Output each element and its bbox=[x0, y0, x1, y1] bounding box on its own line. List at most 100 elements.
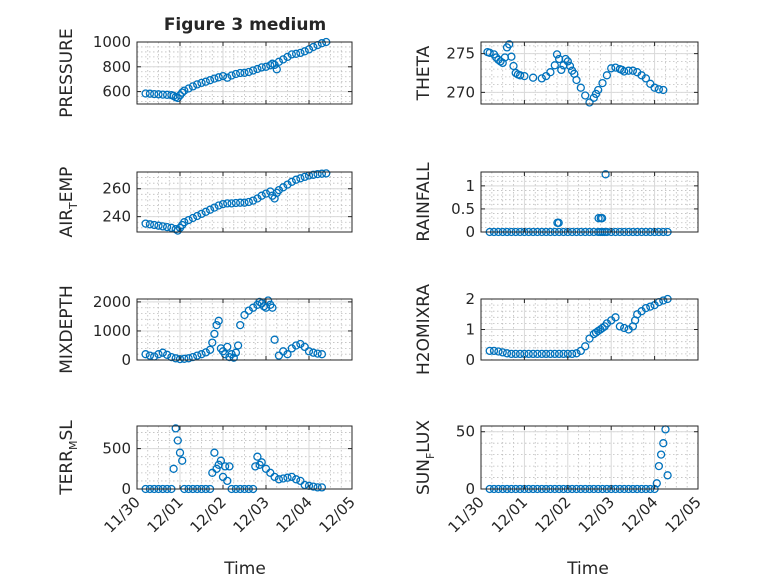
subplot-mixdepth: 0 1000 2000 MIXDEPTH bbox=[57, 285, 353, 374]
data-point bbox=[227, 71, 236, 80]
data-point bbox=[244, 197, 253, 207]
data-point bbox=[581, 91, 590, 100]
data-point bbox=[171, 225, 180, 234]
ylabel-part: AIR bbox=[57, 209, 77, 238]
data-point bbox=[210, 329, 219, 339]
data-point bbox=[180, 218, 189, 227]
data-point bbox=[180, 86, 189, 95]
data-point bbox=[184, 84, 193, 93]
data-point bbox=[184, 354, 193, 363]
data-point bbox=[485, 346, 494, 356]
data-point bbox=[169, 464, 178, 473]
x-tick-label: 12/05 bbox=[316, 493, 359, 536]
data-point bbox=[145, 220, 155, 229]
data-point bbox=[193, 211, 202, 221]
data-point bbox=[210, 74, 219, 83]
data-point bbox=[309, 482, 318, 491]
data-point bbox=[524, 349, 533, 359]
data-point bbox=[287, 472, 296, 482]
x-tick-label: 12/05 bbox=[662, 493, 705, 536]
y-tick-label: 2000 bbox=[93, 293, 131, 311]
data-point bbox=[229, 353, 238, 362]
subplot-air-temp: 240 260 AIRTEMP bbox=[57, 167, 353, 238]
data-point bbox=[216, 456, 226, 465]
data-point bbox=[528, 349, 538, 359]
data-point bbox=[272, 65, 281, 74]
data-point bbox=[585, 334, 594, 343]
y-tick-label: 0 bbox=[121, 480, 131, 498]
y-tick-label: 1000 bbox=[93, 33, 131, 51]
data-point bbox=[291, 341, 301, 350]
data-point bbox=[620, 323, 629, 333]
ylabel-part: LUX bbox=[414, 420, 434, 453]
data-point bbox=[218, 71, 228, 81]
data-point bbox=[268, 303, 277, 312]
data-point bbox=[145, 351, 155, 360]
data-point bbox=[489, 346, 499, 356]
data-point bbox=[550, 61, 559, 70]
data-point bbox=[223, 73, 232, 82]
figure-title: Figure 3 medium bbox=[164, 15, 326, 35]
data-point bbox=[274, 475, 284, 484]
axes-frame bbox=[136, 171, 353, 233]
data-point bbox=[173, 436, 182, 445]
data-point bbox=[218, 199, 228, 209]
ylabel-4: MIXDEPTH bbox=[57, 285, 77, 374]
data-point bbox=[197, 209, 206, 219]
subplot-sun-flux: 0 50 11/30 12/01 12/02 12/03 12/04 12/05 SUNFLUX bbox=[414, 420, 705, 537]
data-point bbox=[257, 458, 266, 467]
data-point bbox=[231, 348, 241, 357]
data-point bbox=[240, 310, 249, 320]
data-point bbox=[141, 350, 150, 359]
data-point bbox=[201, 77, 210, 86]
y-tick-label: 0 bbox=[465, 223, 475, 241]
data-point bbox=[214, 201, 223, 210]
x-tick-label: 12/04 bbox=[618, 493, 661, 536]
data-point bbox=[594, 85, 603, 95]
data-point bbox=[537, 349, 546, 359]
subplot-theta: 270 275 THETA bbox=[414, 40, 699, 107]
data-point bbox=[158, 90, 167, 99]
data-point bbox=[188, 213, 198, 223]
data-point bbox=[180, 354, 189, 363]
data-point bbox=[520, 71, 529, 81]
subplot-rainfall: 0 0.5 1 RAINFALL bbox=[414, 162, 699, 242]
data-point bbox=[227, 199, 236, 208]
y-tick-label: 500 bbox=[102, 440, 131, 458]
data-point bbox=[210, 203, 219, 212]
data-point bbox=[236, 68, 245, 78]
data-point bbox=[244, 67, 253, 77]
data-point bbox=[279, 474, 288, 483]
data-point bbox=[654, 85, 664, 94]
data-point bbox=[659, 296, 668, 305]
x-tick-label: 12/04 bbox=[273, 493, 316, 536]
data-point bbox=[279, 55, 288, 64]
data-point bbox=[255, 460, 264, 469]
ylabel-3: RAINFALL bbox=[414, 162, 434, 242]
series-markers bbox=[485, 294, 672, 359]
y-tick-label: 0 bbox=[121, 351, 131, 369]
axes-frame bbox=[480, 171, 699, 233]
data-point bbox=[641, 303, 651, 313]
data-point bbox=[251, 462, 260, 471]
data-point bbox=[257, 191, 266, 200]
data-point bbox=[598, 323, 607, 333]
ylabel-subscript: F bbox=[424, 453, 437, 459]
data-point bbox=[507, 52, 516, 61]
data-point bbox=[300, 47, 309, 56]
data-point bbox=[598, 78, 607, 88]
data-point bbox=[274, 351, 284, 360]
data-point bbox=[552, 50, 562, 59]
data-point bbox=[158, 222, 167, 231]
data-point bbox=[171, 424, 180, 433]
data-point bbox=[208, 338, 217, 347]
data-point bbox=[309, 42, 318, 52]
data-point bbox=[511, 68, 520, 78]
data-point bbox=[624, 66, 633, 75]
data-point bbox=[248, 196, 258, 205]
data-point bbox=[559, 349, 568, 359]
y-tick-label: 50 bbox=[456, 423, 475, 441]
ylabel-part: TERR bbox=[57, 450, 77, 496]
y-tick-label: 260 bbox=[102, 180, 131, 198]
y-tick-label: 800 bbox=[102, 58, 131, 76]
